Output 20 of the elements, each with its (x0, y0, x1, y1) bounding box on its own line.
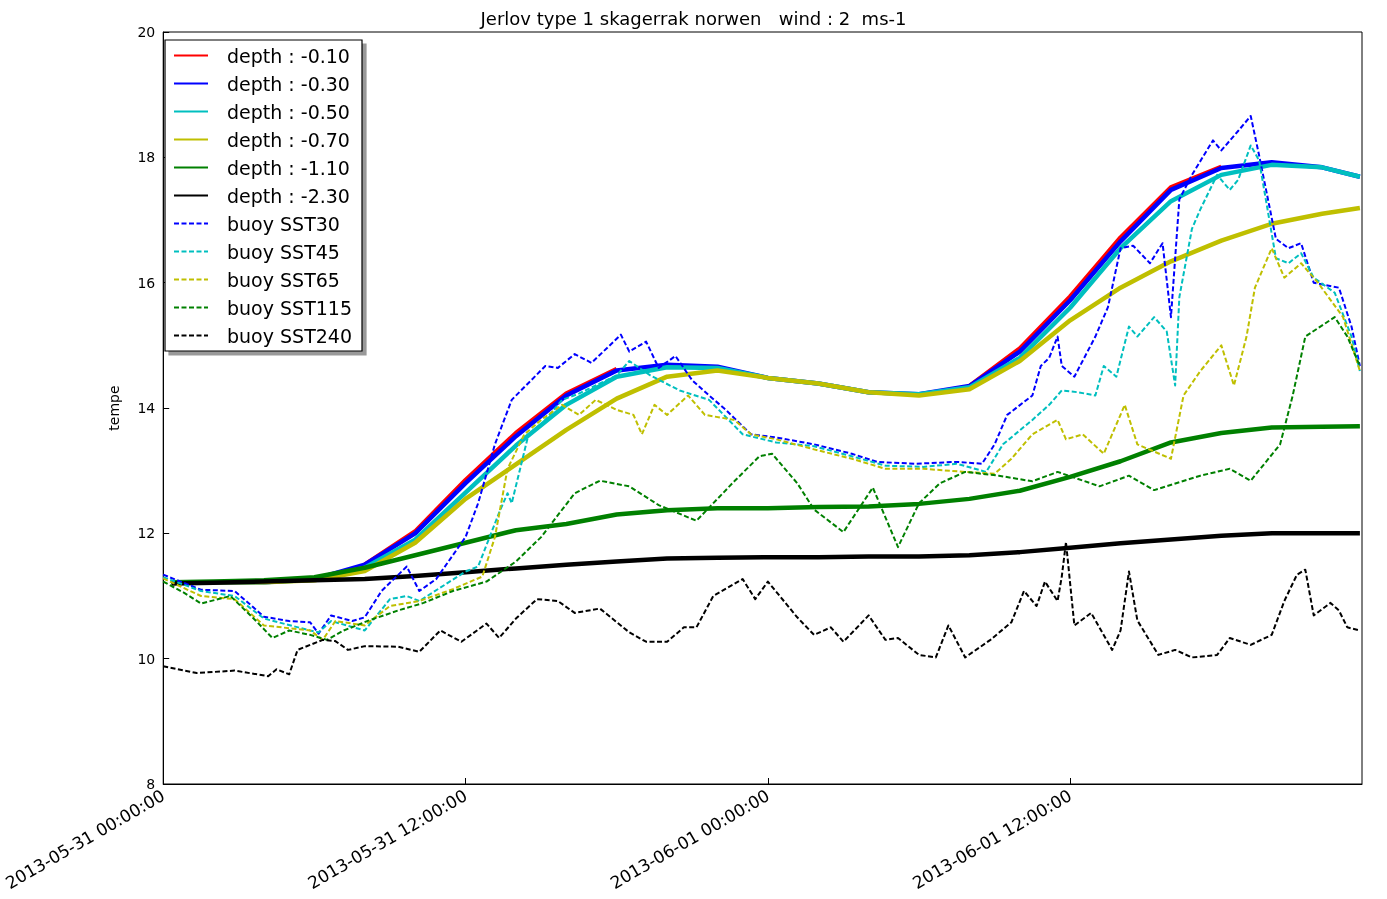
legend-label: depth : -0.10 (227, 44, 350, 67)
y-tick-label: 16 (137, 274, 156, 291)
y-tick-label: 10 (137, 650, 156, 667)
y-tick-label: 14 (137, 400, 156, 416)
legend-label: buoy SST45 (227, 240, 340, 263)
y-tick-label: 8 (146, 776, 156, 792)
legend-label: depth : -0.70 (227, 128, 350, 151)
legend-label: depth : -2.30 (227, 184, 350, 207)
y-axis-title: tempe (106, 385, 123, 431)
legend-label: buoy SST65 (227, 268, 340, 291)
legend-label: depth : -1.10 (227, 156, 350, 179)
legend-label: buoy SST30 (227, 212, 340, 235)
legend-label: buoy SST115 (227, 296, 353, 319)
y-tick-label: 20 (137, 24, 156, 40)
chart-title: Jerlov type 1 skagerrak norwen wind : 2 ms-1 (479, 7, 907, 29)
legend-label: depth : -0.30 (227, 72, 350, 95)
y-tick-label: 18 (137, 149, 156, 166)
y-tick-label: 12 (137, 525, 156, 542)
legend-label: buoy SST240 (227, 324, 353, 347)
legend-label: depth : -0.50 (227, 100, 350, 123)
